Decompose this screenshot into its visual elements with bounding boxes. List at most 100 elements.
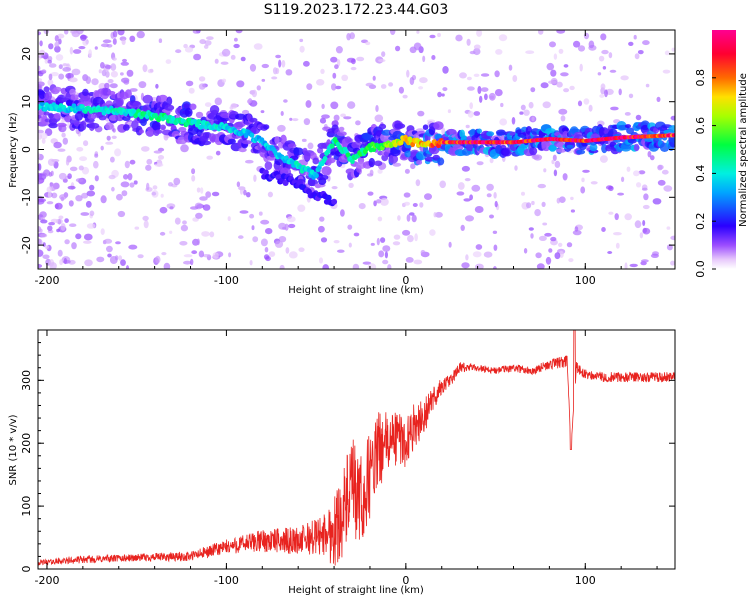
heatmap-noise-cell xyxy=(333,114,340,122)
heatmap-noise-cell xyxy=(600,83,606,90)
heatmap-noise-cell xyxy=(335,85,342,90)
heatmap-noise-cell xyxy=(152,185,158,190)
heatmap-noise-cell xyxy=(46,186,52,193)
heatmap-noise-cell xyxy=(165,59,172,64)
heatmap-noise-cell xyxy=(335,46,343,54)
heatmap-noise-cell xyxy=(346,33,351,41)
heatmap-noise-cell xyxy=(271,76,278,80)
heatmap-noise-cell xyxy=(620,75,629,81)
heatmap-noise-cell xyxy=(608,211,614,215)
heatmap-noise-cell xyxy=(469,194,473,201)
heatmap-noise-cell xyxy=(333,240,340,244)
heatmap-noise-cell xyxy=(471,184,481,192)
snr-x-tick-label: 100 xyxy=(575,574,596,587)
heatmap-noise-cell xyxy=(609,69,617,73)
heatmap-noise-cell xyxy=(466,76,472,81)
heatmap-noise-cell xyxy=(54,202,63,210)
spectrogram-x-tick-label: -200 xyxy=(34,274,59,287)
heatmap-noise-cell xyxy=(249,213,255,219)
heatmap-noise-cell xyxy=(650,253,659,258)
snr-x-axis-label: Height of straight line (km) xyxy=(288,585,424,596)
heatmap-ridge-cell xyxy=(196,119,202,125)
heatmap-noise-cell xyxy=(54,35,59,42)
heatmap-noise-cell xyxy=(374,114,384,123)
heatmap-noise-cell xyxy=(670,260,675,266)
heatmap-noise-cell xyxy=(236,181,241,188)
heatmap-halo-cell xyxy=(338,126,345,132)
heatmap-noise-cell xyxy=(543,168,547,173)
heatmap-halo-cell xyxy=(38,90,46,100)
heatmap-noise-cell xyxy=(275,54,281,59)
heatmap-noise-cell xyxy=(50,72,59,77)
heatmap-noise-cell xyxy=(199,39,206,45)
heatmap-noise-cell xyxy=(337,249,345,253)
heatmap-noise-cell xyxy=(105,70,110,78)
heatmap-noise-cell xyxy=(666,244,673,251)
heatmap-halo-cell xyxy=(88,122,100,129)
heatmap-noise-cell xyxy=(117,30,125,36)
heatmap-noise-cell xyxy=(281,60,286,68)
heatmap-noise-cell xyxy=(246,99,252,104)
heatmap-noise-cell xyxy=(110,156,115,163)
heatmap-noise-cell xyxy=(636,182,642,188)
heatmap-noise-cell xyxy=(473,44,481,50)
heatmap-noise-cell xyxy=(410,163,416,170)
heatmap-noise-cell xyxy=(494,200,498,208)
snr-plot-area xyxy=(38,330,675,569)
heatmap-noise-cell xyxy=(39,211,47,219)
heatmap-noise-cell xyxy=(38,31,42,36)
heatmap-noise-cell xyxy=(239,210,249,214)
heatmap-noise-cell xyxy=(137,254,144,259)
heatmap-noise-cell xyxy=(624,262,628,269)
heatmap-noise-cell xyxy=(221,48,231,57)
heatmap-halo-cell xyxy=(562,130,569,140)
heatmap-noise-cell xyxy=(500,102,504,108)
heatmap-noise-cell xyxy=(540,82,549,89)
heatmap-noise-cell xyxy=(112,57,117,61)
heatmap-noise-cell xyxy=(480,73,490,77)
heatmap-noise-cell xyxy=(38,249,44,257)
heatmap-noise-cell xyxy=(138,81,147,89)
heatmap-noise-cell xyxy=(330,56,338,63)
heatmap-noise-cell xyxy=(577,100,583,107)
heatmap-noise-cell xyxy=(106,135,111,141)
heatmap-halo-cell xyxy=(433,121,444,130)
heatmap-noise-cell xyxy=(183,254,193,258)
heatmap-ridge-cell xyxy=(71,103,77,109)
heatmap-noise-cell xyxy=(243,189,247,196)
heatmap-noise-cell xyxy=(67,173,72,180)
heatmap-noise-cell xyxy=(608,52,613,59)
heatmap-noise-cell xyxy=(621,176,625,182)
heatmap-noise-cell xyxy=(657,164,663,171)
heatmap-noise-cell xyxy=(550,69,557,77)
heatmap-noise-cell xyxy=(62,63,68,67)
heatmap-ridge-cell xyxy=(39,101,45,107)
heatmap-noise-cell xyxy=(47,158,55,166)
heatmap-noise-cell xyxy=(433,212,437,218)
heatmap-halo-cell xyxy=(287,143,297,149)
heatmap-noise-cell xyxy=(531,200,535,206)
heatmap-noise-cell xyxy=(554,252,561,260)
heatmap-noise-cell xyxy=(407,235,414,243)
heatmap-noise-cell xyxy=(382,259,389,265)
heatmap-noise-cell xyxy=(64,218,69,224)
heatmap-noise-cell xyxy=(618,88,622,96)
heatmap-noise-cell xyxy=(65,72,74,79)
heatmap-noise-cell xyxy=(261,63,269,69)
heatmap-noise-cell xyxy=(106,44,113,48)
heatmap-noise-cell xyxy=(624,213,632,221)
heatmap-noise-cell xyxy=(467,110,474,118)
heatmap-noise-cell xyxy=(118,255,123,261)
heatmap-noise-cell xyxy=(545,256,552,265)
heatmap-noise-cell xyxy=(76,147,84,152)
heatmap-noise-cell xyxy=(180,144,189,153)
heatmap-noise-cell xyxy=(375,105,379,112)
figure-title: S119.2023.172.23.44.G03 xyxy=(264,2,449,18)
heatmap-noise-cell xyxy=(64,239,70,245)
heatmap-noise-cell xyxy=(419,77,428,84)
heatmap-noise-cell xyxy=(265,228,273,235)
heatmap-noise-cell xyxy=(202,204,211,211)
heatmap-noise-cell xyxy=(429,34,436,39)
spectrogram-frame xyxy=(37,29,676,270)
